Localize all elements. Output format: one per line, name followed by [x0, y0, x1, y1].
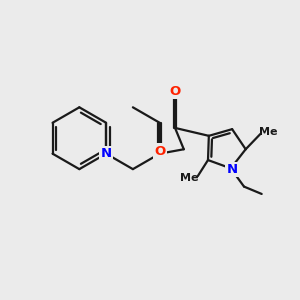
Text: Me: Me [260, 128, 278, 137]
Text: N: N [100, 147, 112, 160]
Text: N: N [226, 163, 238, 176]
Text: O: O [154, 145, 165, 158]
Text: N: N [155, 147, 166, 160]
Text: Me: Me [180, 173, 199, 183]
Text: O: O [169, 85, 181, 98]
